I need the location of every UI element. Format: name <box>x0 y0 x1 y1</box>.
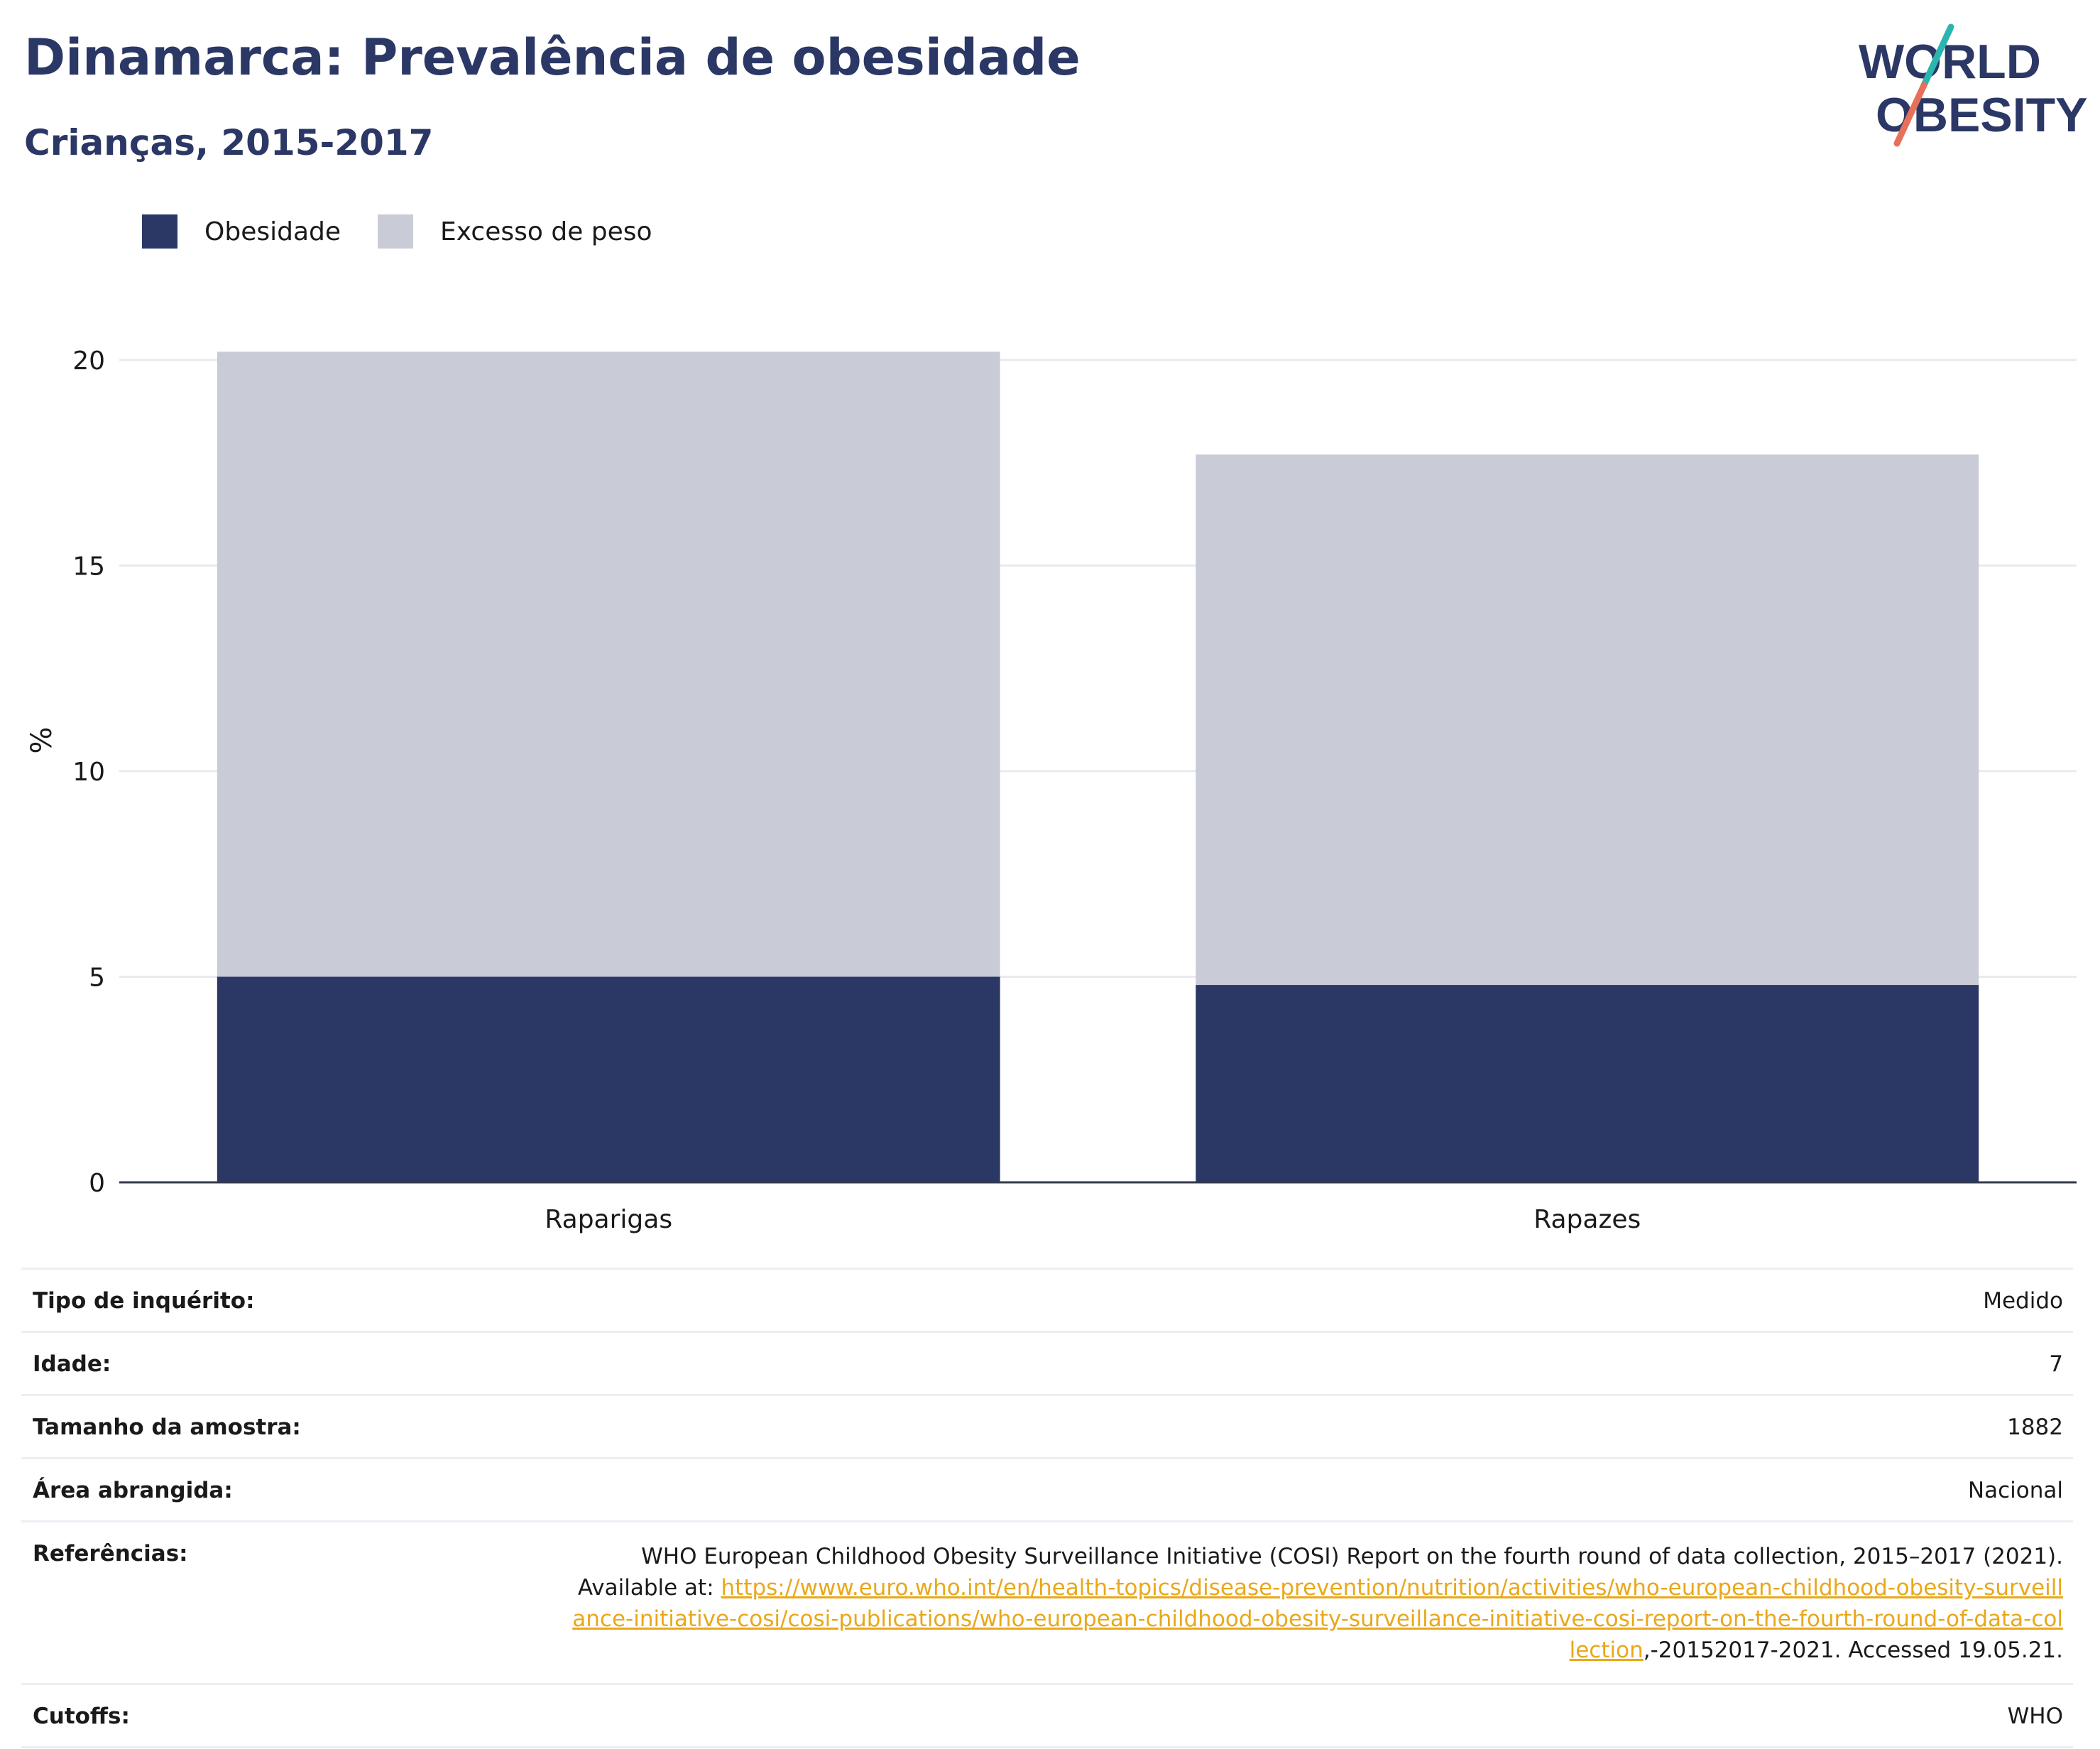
y-tick-label: 0 <box>89 1169 105 1198</box>
references-suffix: ,-20152017-2021. Accessed 19.05.21. <box>1643 1638 2063 1663</box>
reference-link[interactable]: https://www.euro.who.int/en/health-topic… <box>572 1575 2063 1663</box>
info-table: Tipo de inquérito: Medido Idade: 7 Taman… <box>21 1268 2073 1748</box>
info-row-area: Área abrangida: Nacional <box>21 1459 2073 1522</box>
info-row-references: Referências: WHO European Childhood Obes… <box>21 1522 2073 1685</box>
references-text: WHO European Childhood Obesity Surveilla… <box>572 1541 2063 1666</box>
info-label: Referências: <box>33 1541 188 1567</box>
legend-item-obesidade[interactable]: Obesidade <box>142 214 341 249</box>
info-label: Tipo de inquérito: <box>33 1288 255 1314</box>
y-tick-label: 5 <box>89 963 105 992</box>
legend-label-obesidade: Obesidade <box>204 217 341 246</box>
info-label: Idade: <box>33 1351 111 1377</box>
y-tick-label: 20 <box>72 347 105 376</box>
bar-obesidade <box>1196 985 1979 1182</box>
references-prefix: WHO European Childhood Obesity Surveilla… <box>577 1544 2063 1601</box>
info-label: Área abrangida: <box>33 1478 233 1503</box>
legend-item-excesso-de-peso[interactable]: Excesso de peso <box>378 214 652 249</box>
chart-subtitle: Crianças, 2015-2017 <box>24 122 434 163</box>
chart-legend: Obesidade Excesso de peso <box>142 212 689 251</box>
info-value: 1882 <box>2007 1415 2063 1440</box>
info-row-age: Idade: 7 <box>21 1333 2073 1396</box>
info-row-sample-size: Tamanho da amostra: 1882 <box>21 1396 2073 1459</box>
info-value: Medido <box>1983 1288 2063 1314</box>
info-value: WHO <box>2007 1704 2063 1729</box>
legend-label-excesso-de-peso: Excesso de peso <box>440 217 652 246</box>
info-value: Nacional <box>1967 1478 2063 1503</box>
info-label: Tamanho da amostra: <box>33 1415 301 1440</box>
bar-excesso-de-peso <box>1196 454 1979 986</box>
world-obesity-logo: WORLD OBESITY <box>1859 23 2087 147</box>
info-row-survey-type: Tipo de inquérito: Medido <box>21 1270 2073 1333</box>
logo-line-1: WORLD <box>1859 35 2041 89</box>
stacked-bar-chart: 0 5 10 15 20% Raparigas Rapazes <box>26 347 2077 1234</box>
y-tick-label: 10 <box>72 758 105 787</box>
bar-obesidade <box>217 976 1000 1182</box>
x-tick-label: Rapazes <box>1533 1205 1641 1234</box>
info-label: Cutoffs: <box>33 1704 130 1729</box>
y-axis-label: % <box>26 726 58 753</box>
info-row-cutoffs: Cutoffs: WHO <box>21 1685 2073 1748</box>
bar-excesso-de-peso <box>217 352 1000 977</box>
y-tick-label: 15 <box>72 552 105 581</box>
legend-swatch-obesidade <box>142 214 177 249</box>
chart-title: Dinamarca: Prevalência de obesidade <box>24 28 1081 87</box>
x-tick-label: Raparigas <box>545 1205 672 1234</box>
info-value: 7 <box>2049 1351 2063 1377</box>
legend-swatch-excesso-de-peso <box>378 214 414 249</box>
